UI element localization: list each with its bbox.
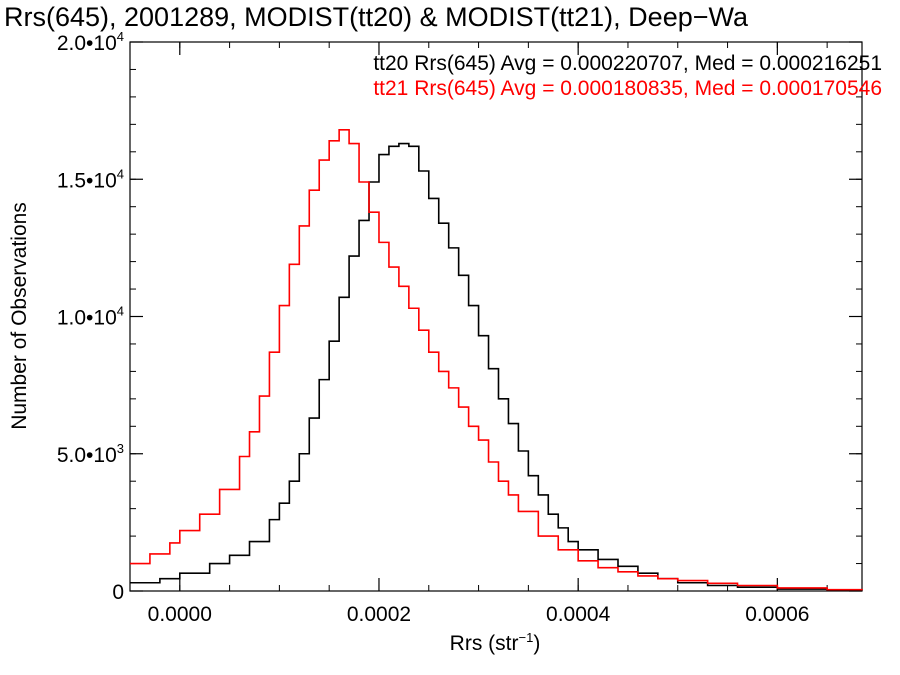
series-layer — [130, 129, 863, 591]
series-line-1 — [130, 142, 863, 591]
y-tick-label: 5.0•103 — [57, 441, 124, 467]
plot-axes: 0.0000 0.0002 0.0004 0.0006 0 5.0•103 1.0•104 1… — [57, 29, 863, 626]
y-axis-label: Number of Observations — [8, 202, 31, 430]
chart-title: Rrs(645), 2001289, MODIST(tt20) & MODIST… — [4, 2, 749, 32]
x-tick-label: 0.0000 — [148, 603, 212, 626]
legend: tt20 Rrs(645) Avg = 0.000220707, Med = 0… — [373, 52, 882, 100]
legend-entry-1: tt20 Rrs(645) Avg = 0.000220707, Med = 0… — [373, 52, 882, 75]
x-tick-label: 0.0006 — [745, 603, 809, 626]
x-tick-label: 0.0002 — [347, 603, 411, 626]
x-axis-label: Rrs (str−1) — [450, 630, 541, 655]
legend-entry-2: tt21 Rrs(645) Avg = 0.000180835, Med = 0… — [373, 77, 882, 100]
y-tick-label: 1.0•104 — [57, 304, 124, 330]
y-tick-label: 2.0•104 — [57, 29, 124, 55]
x-tick-label: 0.0004 — [546, 603, 611, 626]
y-tick-label: 1.5•104 — [57, 166, 124, 192]
y-tick-label: 0 — [112, 581, 124, 604]
plot-frame — [129, 41, 863, 592]
series-line-2 — [130, 129, 863, 591]
